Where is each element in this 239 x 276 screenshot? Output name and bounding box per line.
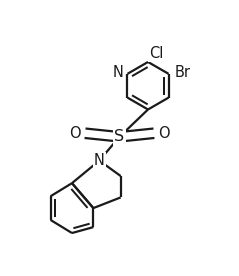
Text: O: O <box>158 126 170 141</box>
Text: Br: Br <box>174 65 190 80</box>
Text: N: N <box>113 65 124 80</box>
Text: O: O <box>69 126 81 141</box>
Text: S: S <box>114 129 125 144</box>
Text: N: N <box>94 153 105 168</box>
Text: Cl: Cl <box>149 46 163 61</box>
